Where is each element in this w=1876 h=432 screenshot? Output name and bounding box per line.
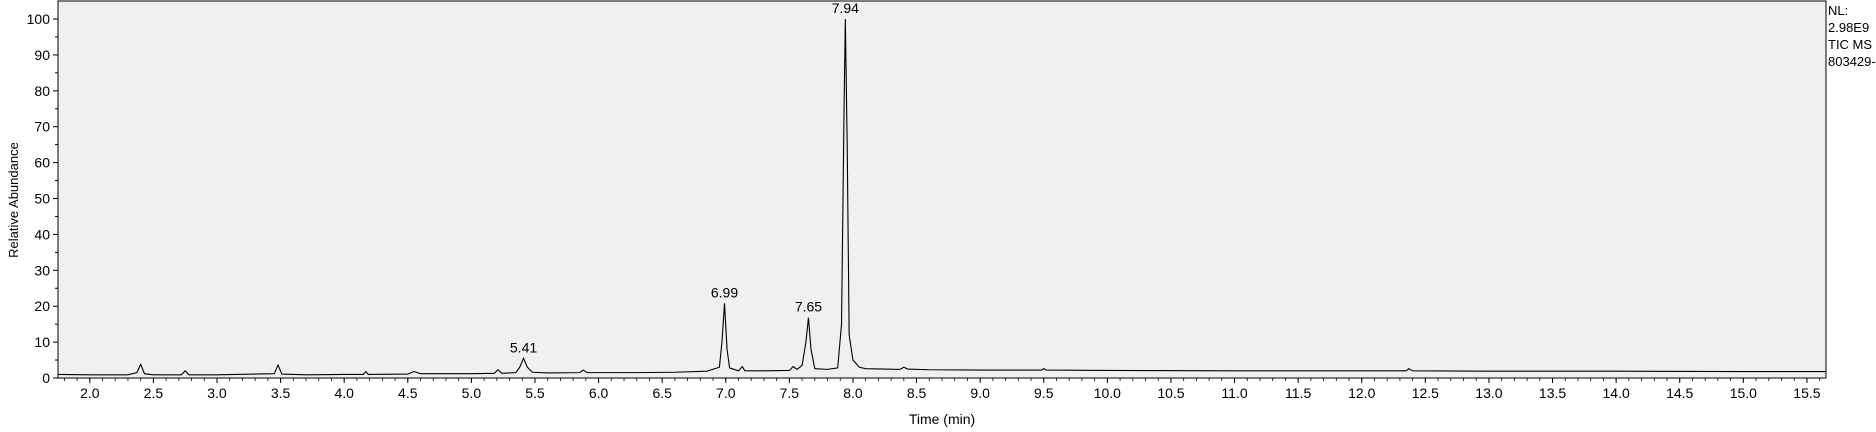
peak-label: 7.94 [832, 0, 859, 16]
nl-value: 2.98E9 [1828, 20, 1870, 35]
x-tick-label: 4.0 [334, 385, 354, 401]
y-axis: 0 10 20 30 40 50 60 70 80 90 100 [27, 11, 58, 386]
x-axis-title: Time (min) [909, 411, 975, 427]
x-tick-label: 3.5 [271, 385, 291, 401]
y-tick-label: 0 [42, 370, 50, 386]
y-tick-label: 90 [34, 47, 50, 63]
x-tick-label: 2.0 [80, 385, 100, 401]
x-tick-label: 8.5 [907, 385, 927, 401]
y-tick-label: 70 [34, 119, 50, 135]
x-tick-label: 14.5 [1666, 385, 1693, 401]
x-tick-label: 12.0 [1348, 385, 1375, 401]
peak-label: 5.41 [510, 339, 537, 355]
y-axis-title-wrap: Relative Abundance [6, 142, 21, 258]
peak-label: 6.99 [711, 284, 738, 300]
y-axis-title: Relative Abundance [6, 142, 21, 258]
x-tick-label: 11.0 [1221, 385, 1247, 401]
tic-trace [57, 18, 1826, 376]
y-tick-label: 100 [27, 11, 51, 27]
x-tick-label: 6.5 [652, 385, 672, 401]
x-tick-label: 6.0 [589, 385, 609, 401]
x-tick-label: 11.5 [1285, 385, 1311, 401]
x-tick-label: 9.5 [1034, 385, 1054, 401]
side-info: NL: 2.98E9 TIC MS 803429- [1828, 2, 1876, 70]
x-tick-label: 13.0 [1475, 385, 1502, 401]
nl-label: NL: [1828, 3, 1849, 18]
x-tick-label: 3.0 [207, 385, 227, 401]
scan-filter: TIC MS [1828, 37, 1873, 52]
peak-label: 7.65 [795, 299, 822, 315]
x-tick-label: 14.0 [1603, 385, 1630, 401]
x-tick-label: 8.0 [843, 385, 863, 401]
y-tick-label: 80 [34, 83, 50, 99]
y-tick-label: 30 [34, 262, 50, 278]
y-tick-label: 10 [34, 334, 50, 350]
x-tick-label: 2.5 [144, 385, 164, 401]
plot-area [57, 0, 1827, 379]
x-tick-label: 4.5 [398, 385, 418, 401]
x-tick-label: 7.5 [780, 385, 800, 401]
y-tick-label: 60 [34, 155, 50, 171]
x-axis: 2.0 2.5 3.0 3.5 4.0 4.5 5.0 5.5 6.0 6.5 7.0 7.5 8.0 8… [63, 378, 1821, 401]
peak-labels: 5.41 6.99 7.65 7.94 [510, 0, 859, 355]
x-tick-label: 10.0 [1094, 385, 1121, 401]
x-tick-label: 7.0 [716, 385, 736, 401]
y-tick-label: 20 [34, 298, 50, 314]
y-tick-label: 50 [34, 191, 50, 207]
x-tick-label: 15.5 [1793, 385, 1820, 401]
x-tick-label: 10.5 [1157, 385, 1184, 401]
x-tick-label: 15.0 [1730, 385, 1757, 401]
x-tick-label: 12.5 [1412, 385, 1439, 401]
x-tick-label: 13.5 [1539, 385, 1566, 401]
x-tick-label: 5.5 [525, 385, 545, 401]
y-tick-label: 40 [34, 226, 50, 242]
file-name: 803429- [1828, 54, 1876, 69]
x-tick-label: 5.0 [462, 385, 482, 401]
x-tick-label: 9.0 [970, 385, 990, 401]
